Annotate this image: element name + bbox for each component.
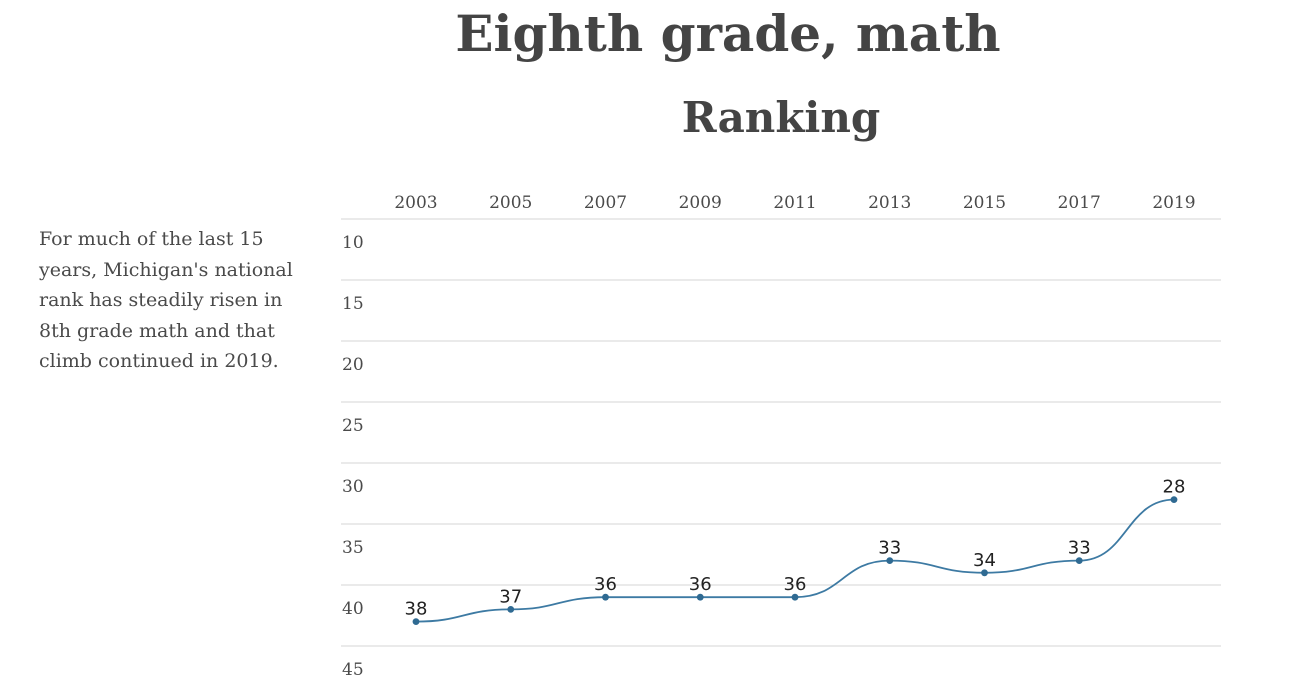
x-tick-label: 2019 xyxy=(1152,193,1195,213)
x-axis-tick-labels: 2003 2005 2007 2009 2011 2013 2015 2017 2019 xyxy=(394,193,1195,213)
data-label: 36 xyxy=(594,574,617,595)
data-point xyxy=(507,606,515,613)
data-point xyxy=(696,593,704,601)
data-label: 38 xyxy=(405,599,428,620)
chart-title: Eighth grade, math xyxy=(455,4,1001,63)
data-point xyxy=(602,593,609,601)
x-tick-label: 2013 xyxy=(868,193,911,213)
data-label: 37 xyxy=(499,586,522,607)
x-tick-label: 2015 xyxy=(963,193,1006,213)
data-labels: 38 37 36 36 36 33 34 33 28 xyxy=(405,477,1186,620)
data-label: 36 xyxy=(689,574,712,595)
data-point xyxy=(1075,557,1083,564)
chart-subtitle: Ranking xyxy=(681,93,881,142)
series-ranking xyxy=(415,498,1175,623)
y-tick-label: 35 xyxy=(342,538,364,558)
x-tick-label: 2005 xyxy=(489,193,532,213)
y-tick-label: 45 xyxy=(342,660,364,680)
y-tick-label: 15 xyxy=(342,294,364,314)
data-label: 33 xyxy=(878,538,901,559)
x-tick-label: 2007 xyxy=(584,193,627,213)
y-tick-label: 10 xyxy=(342,233,364,253)
data-label: 28 xyxy=(1163,477,1186,498)
data-label: 33 xyxy=(1068,538,1091,559)
chart-annotation-text: For much of the last 15 years, Michigan'… xyxy=(39,228,293,372)
data-point xyxy=(791,593,799,601)
data-point xyxy=(1170,496,1178,503)
data-point xyxy=(412,618,420,625)
x-tick-label: 2009 xyxy=(679,193,722,213)
y-tick-label: 25 xyxy=(342,416,364,436)
x-tick-label: 2017 xyxy=(1058,193,1101,213)
data-points xyxy=(412,496,1178,625)
y-tick-label: 40 xyxy=(342,599,364,619)
x-tick-label: 2011 xyxy=(773,193,816,213)
data-label: 36 xyxy=(784,574,807,595)
y-axis-tick-labels: 10 15 20 25 30 35 40 45 xyxy=(342,233,364,680)
data-point xyxy=(886,557,894,564)
data-label: 34 xyxy=(973,550,996,571)
x-tick-label: 2003 xyxy=(394,193,437,213)
y-tick-label: 30 xyxy=(342,477,364,497)
series-line xyxy=(415,498,1175,623)
data-point xyxy=(981,569,988,577)
grid-lines xyxy=(341,218,1221,647)
y-tick-label: 20 xyxy=(342,355,364,375)
